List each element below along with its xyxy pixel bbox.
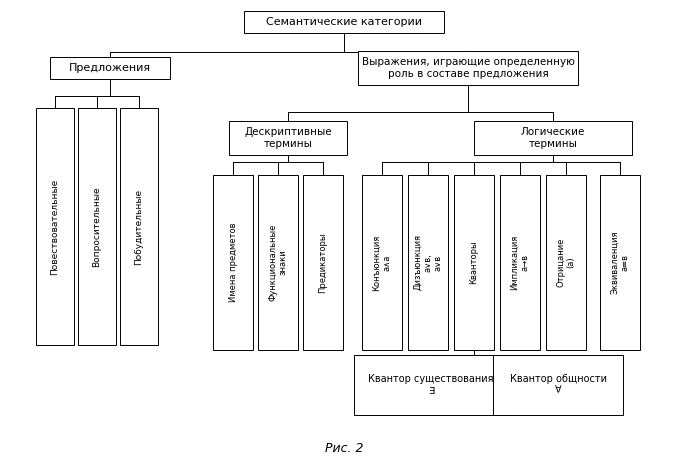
- FancyBboxPatch shape: [303, 175, 343, 350]
- FancyBboxPatch shape: [78, 108, 116, 345]
- FancyBboxPatch shape: [244, 11, 444, 33]
- FancyBboxPatch shape: [474, 121, 632, 155]
- FancyBboxPatch shape: [358, 51, 578, 85]
- Text: Дескриптивные
термины: Дескриптивные термины: [244, 127, 332, 149]
- FancyBboxPatch shape: [362, 175, 402, 350]
- Text: Предикаторы: Предикаторы: [319, 232, 327, 293]
- FancyBboxPatch shape: [546, 175, 586, 350]
- Text: Эквиваленция
а≡в: Эквиваленция а≡в: [610, 231, 630, 294]
- FancyBboxPatch shape: [600, 175, 640, 350]
- FancyBboxPatch shape: [408, 175, 448, 350]
- Text: Импликация
а→в: Импликация а→в: [510, 235, 530, 290]
- FancyBboxPatch shape: [36, 108, 74, 345]
- FancyBboxPatch shape: [258, 175, 298, 350]
- FancyBboxPatch shape: [493, 355, 623, 415]
- Text: Побудительные: Побудительные: [134, 189, 144, 265]
- Text: Конъюнкция
а∧а: Конъюнкция а∧а: [372, 234, 391, 291]
- Text: Функциональные
знаки: Функциональные знаки: [268, 224, 288, 301]
- FancyBboxPatch shape: [500, 175, 540, 350]
- Text: Отрицание
(а): Отрицание (а): [557, 238, 576, 287]
- FancyBboxPatch shape: [50, 57, 170, 79]
- Text: Предложения: Предложения: [69, 63, 151, 73]
- Text: Квантор существования
∃: Квантор существования ∃: [368, 374, 494, 396]
- Text: Выражения, играющие определенную
роль в составе предложения: Выражения, играющие определенную роль в …: [362, 57, 574, 79]
- Text: Семантические категории: Семантические категории: [266, 17, 422, 27]
- FancyBboxPatch shape: [229, 121, 347, 155]
- Text: Рис. 2: Рис. 2: [325, 441, 363, 454]
- Text: Дизъюнкция
а∨в,
а∨в: Дизъюнкция а∨в, а∨в: [413, 234, 443, 290]
- Text: Вопросительные: Вопросительные: [92, 186, 102, 267]
- Text: Кванторы: Кванторы: [469, 241, 478, 284]
- FancyBboxPatch shape: [120, 108, 158, 345]
- Text: Имена предметов: Имена предметов: [228, 223, 237, 302]
- FancyBboxPatch shape: [354, 355, 508, 415]
- FancyBboxPatch shape: [213, 175, 253, 350]
- Text: Логические
термины: Логические термины: [521, 127, 585, 149]
- Text: Квантор общности
∀: Квантор общности ∀: [510, 374, 607, 396]
- FancyBboxPatch shape: [454, 175, 494, 350]
- Text: Повествовательные: Повествовательные: [50, 178, 59, 275]
